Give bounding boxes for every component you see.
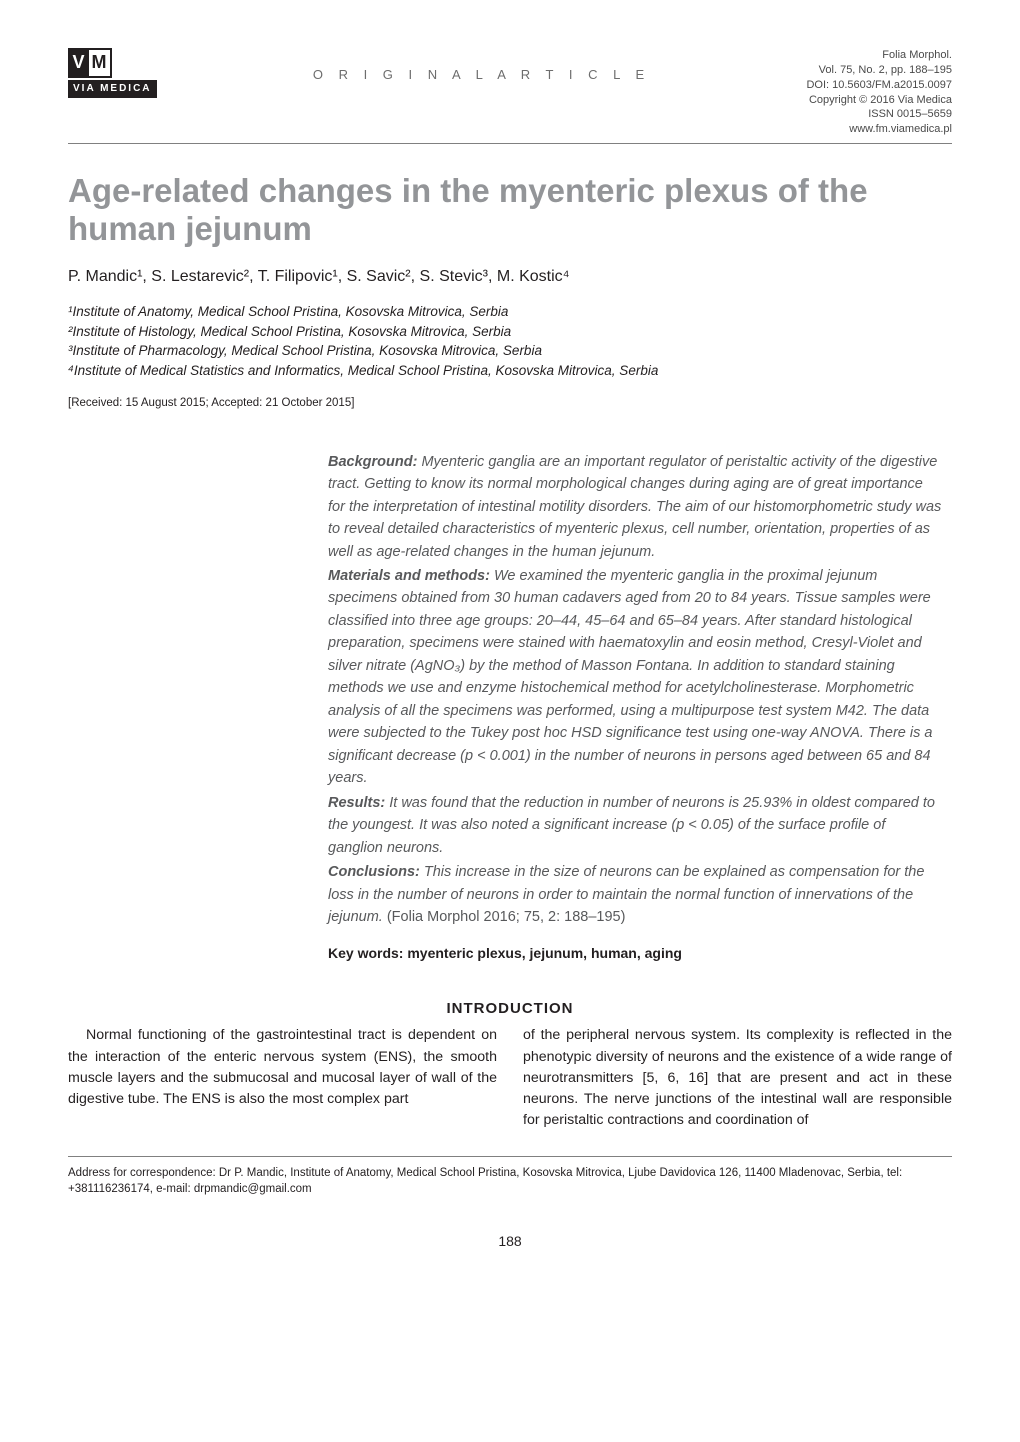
correspondence-address: Address for correspondence: Dr P. Mandic… bbox=[68, 1165, 952, 1198]
journal-meta-line: DOI: 10.5603/FM.a2015.0097 bbox=[806, 78, 952, 93]
journal-meta-line: Folia Morphol. bbox=[806, 48, 952, 63]
abstract-background: Background: Myenteric ganglia are an imp… bbox=[328, 451, 942, 563]
journal-meta-line: Copyright © 2016 Via Medica bbox=[806, 93, 952, 108]
abstract-conclusions-label: Conclusions: bbox=[328, 864, 420, 880]
affiliation-line: ¹Institute of Anatomy, Medical School Pr… bbox=[68, 302, 952, 322]
journal-meta-line: Vol. 75, No. 2, pp. 188–195 bbox=[806, 63, 952, 78]
abstract-results-text: It was found that the reduction in numbe… bbox=[328, 795, 935, 856]
journal-meta-line: ISSN 0015–5659 bbox=[806, 107, 952, 122]
affiliations-block: ¹Institute of Anatomy, Medical School Pr… bbox=[68, 302, 952, 380]
page-header: V M VIA MEDICA O R I G I N A L A R T I C… bbox=[68, 48, 952, 144]
abstract-conclusions: Conclusions: This increase in the size o… bbox=[328, 861, 942, 928]
publisher-logo: V M VIA MEDICA bbox=[68, 48, 157, 98]
abstract-results-label: Results: bbox=[328, 795, 385, 811]
abstract-methods-label: Materials and methods: bbox=[328, 568, 490, 584]
abstract-background-label: Background: bbox=[328, 454, 417, 470]
intro-paragraph-right: of the peripheral nervous system. Its co… bbox=[523, 1025, 952, 1131]
article-title: Age-related changes in the myenteric ple… bbox=[68, 172, 952, 248]
footer-divider bbox=[68, 1156, 952, 1157]
logo-vm-box: V M bbox=[68, 48, 112, 78]
abstract: Background: Myenteric ganglia are an imp… bbox=[328, 451, 942, 965]
logo-subtext: VIA MEDICA bbox=[68, 80, 157, 98]
keywords: Key words: myenteric plexus, jejunum, hu… bbox=[328, 943, 942, 965]
abstract-background-text: Myenteric ganglia are an important regul… bbox=[328, 454, 941, 560]
received-accepted-dates: [Received: 15 August 2015; Accepted: 21 … bbox=[68, 395, 952, 411]
intro-column-right: of the peripheral nervous system. Its co… bbox=[523, 1025, 952, 1131]
abstract-results: Results: It was found that the reduction… bbox=[328, 792, 942, 859]
affiliation-line: ²Institute of Histology, Medical School … bbox=[68, 322, 952, 342]
section-heading-introduction: INTRODUCTION bbox=[68, 998, 952, 1019]
abstract-methods: Materials and methods: We examined the m… bbox=[328, 565, 942, 790]
abstract-methods-text: We examined the myenteric ganglia in the… bbox=[328, 568, 932, 786]
authors-line: P. Mandic¹, S. Lestarevic², T. Filipovic… bbox=[68, 266, 952, 288]
journal-meta-line: www.fm.viamedica.pl bbox=[806, 122, 952, 137]
logo-letter-m: M bbox=[89, 50, 111, 75]
page-number: 188 bbox=[68, 1232, 952, 1252]
article-type-label: O R I G I N A L A R T I C L E bbox=[157, 48, 807, 84]
intro-columns: Normal functioning of the gastrointestin… bbox=[68, 1025, 952, 1131]
affiliation-line: ⁴Institute of Medical Statistics and Inf… bbox=[68, 361, 952, 381]
abstract-citation: (Folia Morphol 2016; 75, 2: 188–195) bbox=[383, 909, 626, 925]
intro-paragraph-left: Normal functioning of the gastrointestin… bbox=[68, 1025, 497, 1110]
intro-column-left: Normal functioning of the gastrointestin… bbox=[68, 1025, 497, 1131]
logo-letter-v: V bbox=[70, 50, 89, 76]
affiliation-line: ³Institute of Pharmacology, Medical Scho… bbox=[68, 341, 952, 361]
journal-meta: Folia Morphol. Vol. 75, No. 2, pp. 188–1… bbox=[806, 48, 952, 137]
